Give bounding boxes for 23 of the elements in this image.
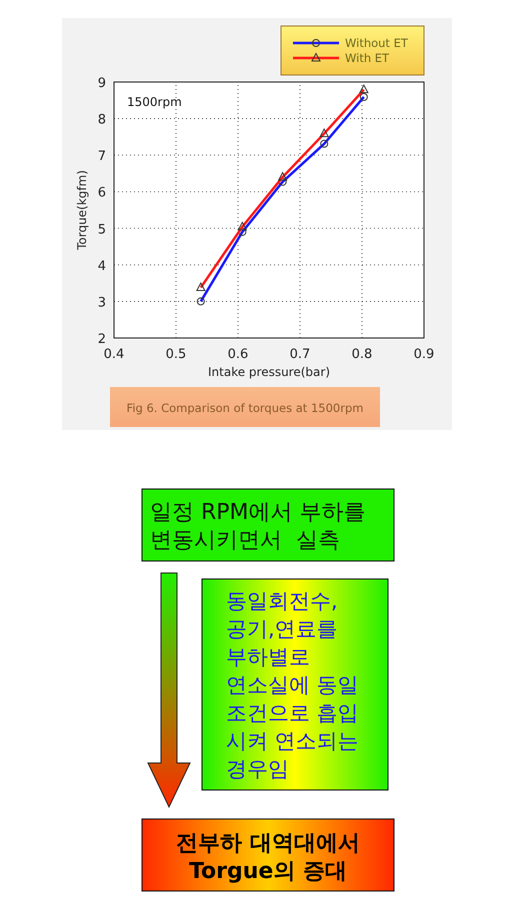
- y-tick-label: 5: [98, 222, 106, 238]
- x-tick-label: 0.8: [352, 347, 372, 362]
- y-tick-label: 4: [98, 258, 106, 274]
- legend-label: Without ET: [345, 36, 409, 50]
- y-axis-title: Torque(kgfm): [75, 170, 89, 251]
- x-axis-title: Intake pressure(bar): [208, 365, 330, 379]
- y-tick-label: 9: [98, 76, 106, 91]
- text: 동일회전수, 공기,연료를 부하별로 연소실에 동일 조건으로 흡입 시켜 연소되는 경우임: [226, 589, 359, 781]
- y-tick-label: 6: [98, 186, 106, 201]
- caption: Fig 6. Comparison of torques at 1500rpm: [126, 401, 364, 415]
- y-tick-label: 8: [98, 112, 106, 128]
- y-tick-label: 2: [98, 332, 106, 347]
- x-tick-label: 0.7: [290, 347, 310, 362]
- legend-label: With ET: [345, 51, 390, 65]
- annotation: 1500rpm: [127, 95, 182, 109]
- x-tick-label: 0.6: [228, 347, 248, 362]
- y-tick-label: 7: [98, 149, 106, 164]
- x-tick-label: 0.4: [104, 347, 124, 362]
- x-tick-label: 0.9: [414, 347, 434, 362]
- text: 일정 RPM에서 부하를 변동시키면서 실측: [150, 500, 366, 553]
- text: 전부하 대역대에서 Torgue의 증대: [176, 831, 360, 884]
- x-tick-label: 0.5: [166, 347, 186, 362]
- y-tick-label: 3: [98, 295, 106, 310]
